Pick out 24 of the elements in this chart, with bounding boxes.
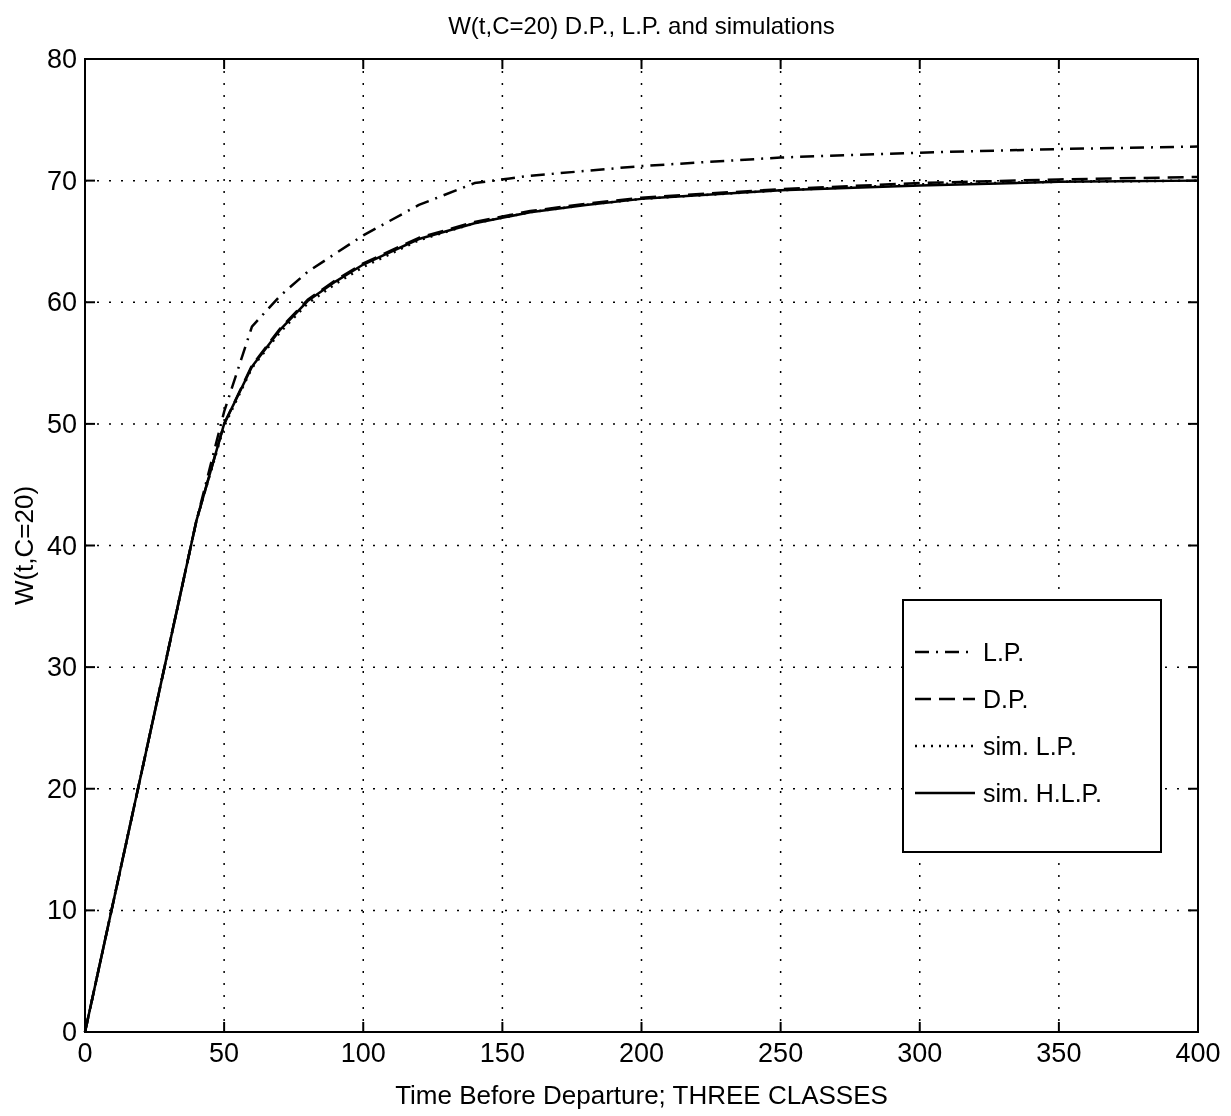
y-tick-label: 20 [46, 773, 77, 804]
x-tick-label: 50 [209, 1038, 240, 1068]
y-tick-label: 80 [46, 44, 77, 74]
x-tick-label: 400 [1175, 1038, 1221, 1068]
legend-label: sim. L.P. [983, 732, 1078, 760]
legend-label: D.P. [983, 685, 1029, 713]
x-tick-label: 150 [479, 1038, 525, 1068]
y-axis-title: W(t,C=20) [9, 485, 39, 606]
chart-title: W(t,C=20) D.P., L.P. and simulations [448, 12, 835, 39]
y-tick-label: 50 [46, 408, 77, 439]
x-tick-label: 200 [618, 1038, 665, 1068]
legend-label: sim. H.L.P. [983, 779, 1103, 807]
y-tick-label: 70 [46, 165, 77, 196]
y-tick-label: 10 [46, 895, 77, 926]
x-tick-label: 350 [1036, 1038, 1082, 1068]
y-tick-label: 60 [46, 287, 77, 318]
x-tick-label: 100 [340, 1038, 386, 1068]
y-tick-label: 0 [61, 1017, 77, 1047]
x-tick-label: 300 [897, 1038, 943, 1068]
legend-label: L.P. [983, 638, 1025, 666]
x-axis-title: Time Before Departure; THREE CLASSES [395, 1080, 888, 1110]
y-tick-label: 30 [46, 652, 77, 683]
x-tick-label: 250 [758, 1038, 804, 1068]
y-tick-label: 40 [46, 530, 77, 561]
